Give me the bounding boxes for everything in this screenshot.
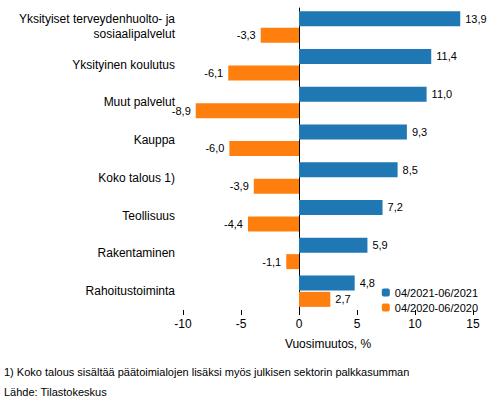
svg-text:Vuosimuutos, %: Vuosimuutos, % bbox=[285, 337, 372, 351]
svg-text:11,0: 11,0 bbox=[432, 88, 453, 100]
svg-text:-10: -10 bbox=[174, 317, 192, 331]
svg-text:10: 10 bbox=[408, 317, 422, 331]
svg-text:1) Koko talous sisältää päätoi: 1) Koko talous sisältää päätoimialojen l… bbox=[4, 366, 409, 378]
svg-text:04/2020-06/2020: 04/2020-06/2020 bbox=[395, 302, 478, 314]
svg-text:-1,1: -1,1 bbox=[262, 256, 281, 268]
svg-text:-8,9: -8,9 bbox=[172, 105, 191, 117]
svg-text:-3,9: -3,9 bbox=[230, 180, 249, 192]
svg-text:4,8: 4,8 bbox=[360, 277, 375, 289]
svg-text:15: 15 bbox=[466, 317, 480, 331]
svg-text:5,9: 5,9 bbox=[372, 239, 387, 251]
svg-text:11,4: 11,4 bbox=[436, 50, 457, 62]
svg-text:Lähde: Tilastokeskus: Lähde: Tilastokeskus bbox=[4, 386, 107, 398]
svg-text:9,3: 9,3 bbox=[412, 126, 427, 138]
svg-text:Teollisuus: Teollisuus bbox=[122, 209, 175, 223]
svg-text:13,9: 13,9 bbox=[465, 13, 486, 25]
svg-text:Koko talous 1): Koko talous 1) bbox=[98, 171, 175, 185]
svg-text:Rahoitustoiminta: Rahoitustoiminta bbox=[86, 284, 176, 298]
svg-text:-3,3: -3,3 bbox=[237, 29, 256, 41]
svg-text:-6,0: -6,0 bbox=[205, 142, 224, 154]
svg-text:Kauppa: Kauppa bbox=[134, 133, 176, 147]
svg-text:-4,4: -4,4 bbox=[224, 218, 243, 230]
svg-text:8,5: 8,5 bbox=[403, 164, 418, 176]
svg-text:Muut palvelut: Muut palvelut bbox=[104, 95, 176, 109]
svg-text:0: 0 bbox=[296, 317, 303, 331]
svg-text:2,7: 2,7 bbox=[335, 293, 350, 305]
svg-text:Yksityinen koulutus: Yksityinen koulutus bbox=[72, 58, 175, 72]
svg-text:Yksityiset terveydenhuolto- ja: Yksityiset terveydenhuolto- ja bbox=[19, 12, 175, 26]
svg-text:04/2021-06/2021: 04/2021-06/2021 bbox=[395, 287, 478, 299]
svg-text:-6,1: -6,1 bbox=[204, 67, 223, 79]
svg-text:5: 5 bbox=[354, 317, 361, 331]
svg-text:Rakentaminen: Rakentaminen bbox=[98, 246, 175, 260]
svg-text:7,2: 7,2 bbox=[388, 201, 403, 213]
svg-text:sosiaalipalvelut: sosiaalipalvelut bbox=[94, 27, 176, 41]
svg-text:-5: -5 bbox=[236, 317, 247, 331]
